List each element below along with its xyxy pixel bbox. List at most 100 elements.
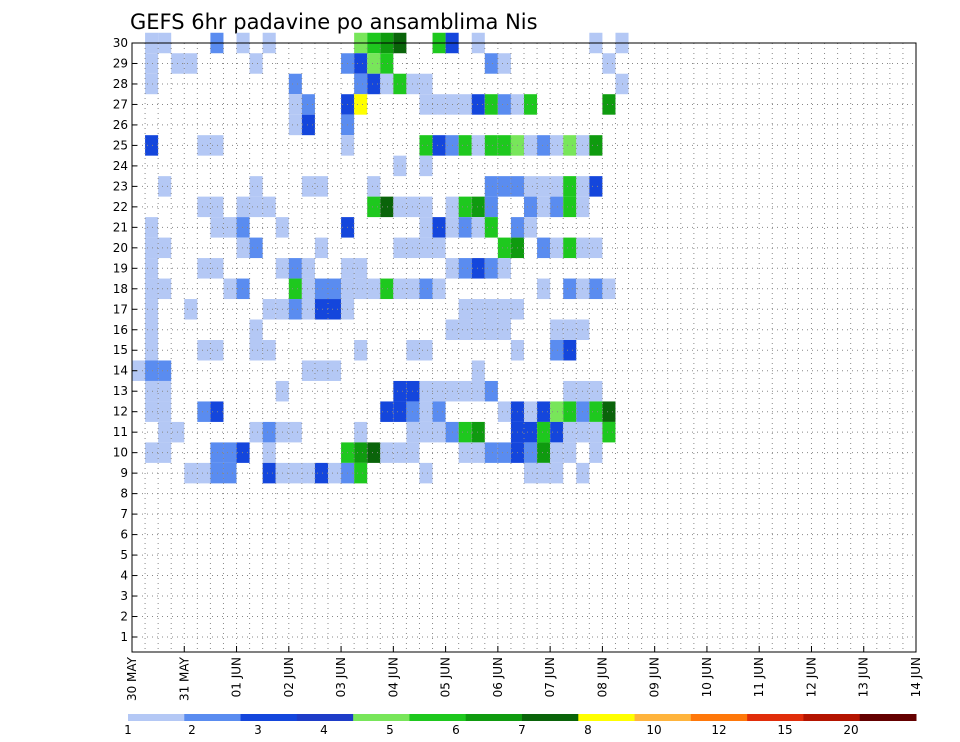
heatmap-cell: [380, 53, 394, 74]
legend-label: 2: [188, 723, 196, 737]
heatmap-cell: [262, 340, 276, 361]
heatmap-cell: [249, 196, 263, 218]
heatmap-cell: [249, 53, 263, 74]
legend-swatch: [747, 714, 804, 721]
legend-swatch: [128, 714, 185, 721]
heatmap-cell: [419, 278, 433, 300]
heatmap-cell: [432, 401, 446, 422]
heatmap-cell: [328, 299, 342, 320]
x-tick-label: 11 JUN: [752, 657, 766, 697]
heatmap-cell: [210, 442, 224, 463]
legend-swatch: [353, 714, 410, 721]
x-tick-label: 06 JUN: [491, 657, 505, 697]
heatmap-cell: [497, 237, 511, 259]
heatmap-cell: [484, 94, 498, 115]
heatmap-cell: [288, 299, 302, 320]
heatmap-cell: [367, 278, 381, 300]
x-tick-label: 31 MAY: [177, 656, 191, 701]
heatmap-cell: [249, 319, 263, 340]
legend-swatch: [634, 714, 692, 721]
heatmap-cell: [262, 299, 276, 320]
x-tick-label: 14 JUN: [909, 657, 923, 697]
x-tick-label: 13 JUN: [857, 657, 871, 697]
heatmap-cell: [550, 462, 564, 484]
heatmap-cell: [484, 319, 498, 340]
y-tick-label: 10: [113, 446, 128, 460]
heatmap-cell: [197, 462, 211, 484]
heatmap-cell: [210, 340, 224, 361]
y-tick-label: 14: [113, 364, 128, 378]
heatmap-cell: [458, 299, 472, 320]
heatmap-cell: [393, 196, 407, 218]
heatmap-cell: [262, 196, 276, 218]
heatmap-cell: [367, 53, 381, 74]
heatmap-cell: [419, 237, 433, 259]
heatmap-cell: [393, 401, 407, 422]
heatmap-cell: [432, 237, 446, 259]
heatmap-cell: [158, 442, 172, 463]
heatmap-cell: [380, 401, 394, 422]
heatmap-cell: [432, 135, 446, 156]
heatmap-cell: [223, 442, 237, 463]
cells-layer: [132, 32, 629, 484]
heatmap-cell: [158, 380, 172, 402]
heatmap-cell: [301, 94, 315, 115]
y-tick-label: 26: [113, 118, 128, 132]
y-tick-label: 9: [120, 466, 128, 480]
heatmap-cell: [354, 258, 368, 279]
heatmap-cell: [354, 421, 368, 443]
heatmap-cell: [602, 401, 616, 422]
heatmap-cell: [393, 278, 407, 300]
heatmap-cell: [184, 53, 198, 74]
heatmap-cell: [288, 114, 302, 136]
legend-swatch: [522, 714, 579, 721]
legend-swatch: [859, 714, 917, 721]
heatmap-cell: [236, 442, 250, 463]
heatmap-cell: [497, 176, 511, 197]
heatmap-cell: [550, 237, 564, 259]
heatmap-cell: [497, 401, 511, 422]
heatmap-cell: [524, 94, 538, 115]
heatmap-cell: [223, 278, 237, 300]
heatmap-cell: [537, 135, 551, 156]
heatmap-cell: [262, 421, 276, 443]
heatmap-cell: [432, 278, 446, 300]
y-tick-label: 13: [113, 384, 128, 398]
heatmap-cell: [550, 421, 564, 443]
heatmap-cell: [145, 299, 159, 320]
heatmap-cell: [471, 94, 485, 115]
x-tick-label: 12 JUN: [804, 657, 818, 697]
heatmap-cell: [484, 176, 498, 197]
heatmap-cell: [301, 114, 315, 136]
heatmap-cell: [563, 421, 577, 443]
legend-label: 15: [777, 723, 792, 737]
heatmap-cell: [471, 421, 485, 443]
heatmap-cell: [471, 380, 485, 402]
heatmap-cell: [458, 380, 472, 402]
heatmap-cell: [524, 462, 538, 484]
y-tick-label: 11: [113, 425, 128, 439]
heatmap-cell: [589, 401, 603, 422]
heatmap-cell: [563, 380, 577, 402]
heatmap-cell: [380, 196, 394, 218]
legend-label: 6: [452, 723, 460, 737]
heatmap-cell: [288, 462, 302, 484]
heatmap-cell: [367, 442, 381, 463]
heatmap-cell: [314, 176, 328, 197]
heatmap-cell: [223, 462, 237, 484]
heatmap-cell: [158, 176, 172, 197]
heatmap-cell: [524, 176, 538, 197]
heatmap-cell: [158, 401, 172, 422]
heatmap-cell: [314, 299, 328, 320]
heatmap-cell: [158, 360, 172, 381]
heatmap-cell: [524, 421, 538, 443]
x-tick-label: 05 JUN: [439, 657, 453, 697]
heatmap-cell: [132, 360, 146, 381]
heatmap-cell: [589, 442, 603, 463]
heatmap-cell: [210, 258, 224, 279]
heatmap-cell: [550, 340, 564, 361]
y-tick-label: 23: [113, 179, 128, 193]
y-tick-label: 2: [120, 610, 128, 624]
heatmap-cell: [262, 442, 276, 463]
heatmap-cell: [328, 278, 342, 300]
